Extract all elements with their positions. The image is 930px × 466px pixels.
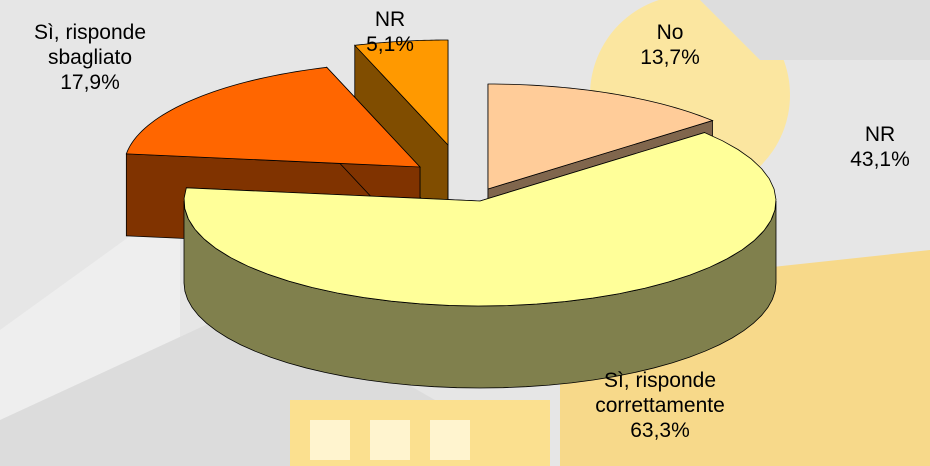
value-label: 13,7% [640, 46, 700, 69]
value-label: 63,3% [630, 419, 690, 442]
value-label: 17,9% [60, 71, 120, 94]
value-label: 5,1% [366, 33, 414, 56]
slice [183, 132, 777, 307]
slice [125, 66, 421, 168]
pie [125, 39, 777, 389]
slice-label: NR [374, 8, 406, 31]
annotation-value: 43,1% [850, 148, 910, 171]
slice [487, 83, 714, 190]
annotation: NR [864, 123, 896, 146]
slice [353, 39, 449, 147]
slice-label: Sì, risponde sbagliato [33, 21, 147, 69]
slice-label: No [656, 21, 684, 44]
slice-label: Sì, risponde correttamente [595, 369, 725, 417]
